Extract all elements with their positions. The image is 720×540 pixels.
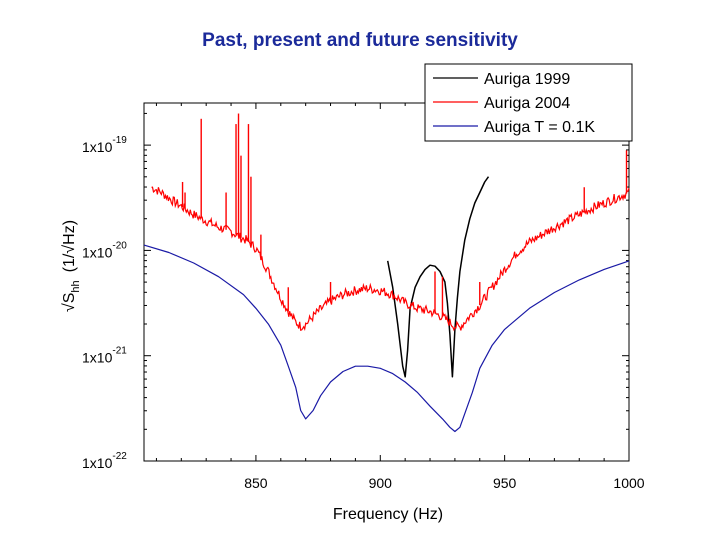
y-axis-label-sub: hh: [70, 280, 82, 292]
x-tick-label: 850: [244, 475, 268, 491]
x-tick-label: 900: [369, 475, 393, 491]
y-axis-label-unit: (1/√Hz): [61, 220, 78, 272]
y-axis-label: √Shh (1/√Hz): [61, 220, 82, 312]
y-tick-label: 1x10-21: [82, 346, 127, 366]
y-tick-mantissa: 1x10: [82, 244, 113, 260]
series-line-auriga-t-01k: [143, 244, 630, 433]
x-tick-labels: 850 900 950 1000: [244, 475, 645, 491]
y-tick-exponent: -19: [112, 135, 127, 146]
legend-label-auriga-1999: Auriga 1999: [484, 71, 570, 88]
x-tick-label: 950: [493, 475, 517, 491]
legend: Auriga 1999 Auriga 2004 Auriga T = 0.1K: [424, 63, 633, 142]
tick-marks: [144, 103, 630, 462]
legend-label-auriga-t-01k: Auriga T = 0.1K: [484, 119, 595, 136]
y-tick-exponent: -22: [112, 451, 127, 462]
series-line-auriga-1999: [386, 176, 490, 378]
y-tick-label: 1x10-22: [82, 451, 127, 471]
series-line-auriga-2004: [151, 186, 630, 332]
plot-frame: [143, 102, 630, 462]
y-axis-label-root: √: [61, 303, 78, 312]
chart-title: Past, present and future sensitivity: [202, 30, 518, 51]
x-tick-label: 1000: [613, 475, 644, 491]
y-tick-exponent: -20: [112, 240, 127, 251]
y-tick-mantissa: 1x10: [82, 350, 113, 366]
y-tick-label: 1x10-19: [82, 135, 127, 155]
x-axis-label: Frequency (Hz): [333, 506, 443, 523]
series-layer: [143, 113, 630, 433]
y-tick-mantissa: 1x10: [82, 139, 113, 155]
y-tick-exponent: -21: [112, 346, 127, 357]
y-tick-mantissa: 1x10: [82, 455, 113, 471]
legend-label-auriga-2004: Auriga 2004: [484, 95, 570, 112]
y-axis-label-s: S: [61, 293, 78, 304]
y-tick-label: 1x10-20: [82, 240, 127, 260]
